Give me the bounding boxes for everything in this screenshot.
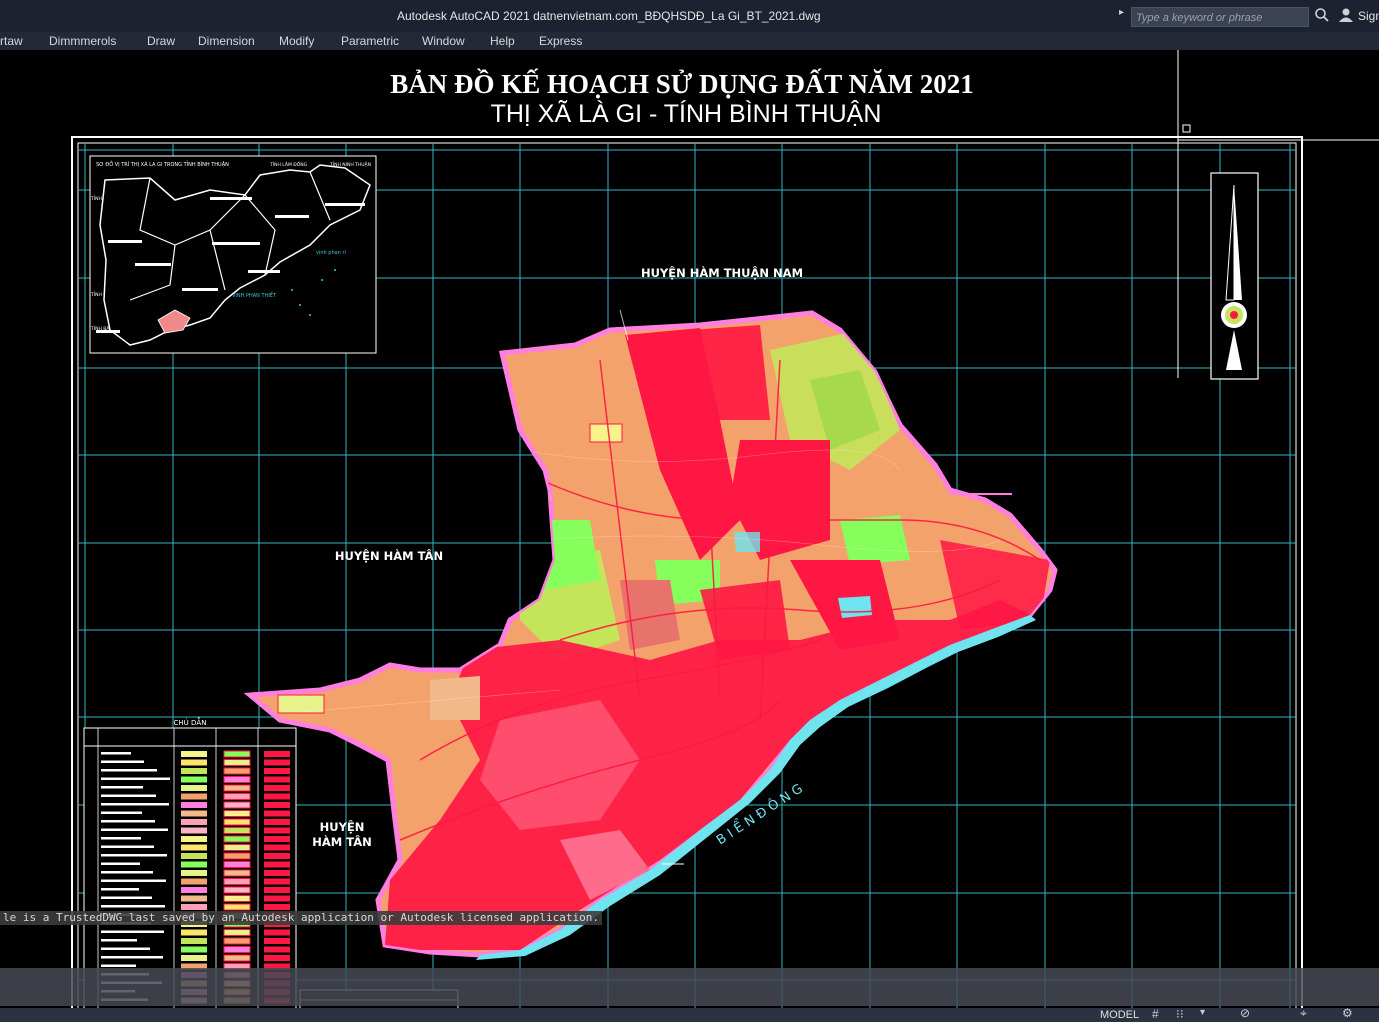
status-bar: MODEL # ⁝⁝ ▾ ⊘ ⌖ ⚙: [0, 1006, 1379, 1022]
map-subtitle: THỊ XÃ LÀ GI - TÍNH BÌNH THUẬN: [491, 99, 882, 128]
snap-icon[interactable]: ⁝⁝: [1176, 1007, 1184, 1021]
window-title: Autodesk AutoCAD 2021 datnenvietnam.com_…: [397, 9, 821, 23]
menu-item-express[interactable]: Express: [539, 34, 583, 48]
search-icon[interactable]: [1314, 7, 1330, 26]
sign-in-link[interactable]: Sign: [1358, 9, 1379, 23]
label-ham-tan: HUYỆN HÀM TÂN: [335, 548, 443, 563]
chevron-down-icon[interactable]: ▾: [1200, 1007, 1206, 1018]
map-title: BẢN ĐỒ KẾ HOẠCH SỬ DỤNG ĐẤT NĂM 2021: [390, 68, 974, 99]
command-line-message: le is a TrustedDWG last saved by an Auto…: [0, 911, 603, 925]
map-frame: [71, 136, 1303, 1008]
north-arrow: [1177, 50, 1379, 380]
menu-item-dimmmerols[interactable]: Dimmmerols: [49, 34, 117, 48]
inset-title: SƠ ĐỒ VỊ TRÍ THỊ XÃ LA GI TRONG TỈNH BÌN…: [96, 159, 229, 168]
coastline: [476, 615, 1036, 960]
menu-item-parametric[interactable]: Parametric: [341, 34, 400, 48]
inset-label-ninh-thuan: TỈNH NINH THUẬN: [329, 160, 371, 168]
command-line[interactable]: [0, 968, 1379, 1006]
inset-label-vinh-phan-thiet: VỊNH PHAN THIẾT: [232, 291, 277, 299]
drawing-canvas[interactable]: BẢN ĐỒ KẾ HOẠCH SỬ DỤNG ĐẤT NĂM 2021 THỊ…: [0, 50, 1379, 1008]
osnap-icon[interactable]: ⊘: [1240, 1006, 1251, 1020]
menu-bar: rtaw Dimmmerols Draw Dimension Modify Pa…: [0, 32, 1379, 50]
inset-label-vinh-phan-ri: vịnh phan rí: [316, 249, 346, 256]
menu-item-rtaw[interactable]: rtaw: [0, 34, 23, 48]
inset-label-lam-dong: TỈNH LÂM ĐỒNG: [269, 159, 308, 168]
title-bar: Autodesk AutoCAD 2021 datnenvietnam.com_…: [0, 0, 1379, 32]
menu-item-dimension[interactable]: Dimension: [198, 34, 255, 48]
inset-location-map: SƠ ĐỒ VỊ TRÍ THỊ XÃ LA GI TRONG TỈNH BÌN…: [89, 155, 377, 354]
legend-title: CHÚ DẪN: [174, 717, 207, 727]
user-icon[interactable]: [1338, 7, 1354, 26]
menu-item-modify[interactable]: Modify: [279, 34, 315, 48]
land-use-map: [243, 309, 1058, 960]
menu-item-help[interactable]: Help: [490, 34, 515, 48]
search-input[interactable]: Type a keyword or phrase: [1131, 7, 1309, 27]
menu-item-draw[interactable]: Draw: [147, 34, 176, 48]
annotation-scale-icon[interactable]: ⌖: [1300, 1006, 1307, 1020]
label-ham-tan-2-line1: HUYỆN: [320, 819, 365, 834]
grid-icon[interactable]: #: [1152, 1007, 1159, 1021]
label-ham-tan-2-line2: HÀM TÂN: [312, 834, 371, 849]
model-space-button[interactable]: MODEL: [1100, 1009, 1140, 1021]
chevron-right-icon[interactable]: ▸: [1119, 7, 1125, 18]
label-ham-thuan-nam: HUYỆN HÀM THUẬN NAM: [641, 265, 803, 280]
menu-item-window[interactable]: Window: [422, 34, 465, 48]
map-drawing: BẢN ĐỒ KẾ HOẠCH SỬ DỤNG ĐẤT NĂM 2021 THỊ…: [71, 50, 1379, 1008]
workspace-icon[interactable]: ⚙: [1342, 1006, 1353, 1020]
inset-label-ba-ria: TỈNH BÀ RỊA: [90, 324, 119, 332]
